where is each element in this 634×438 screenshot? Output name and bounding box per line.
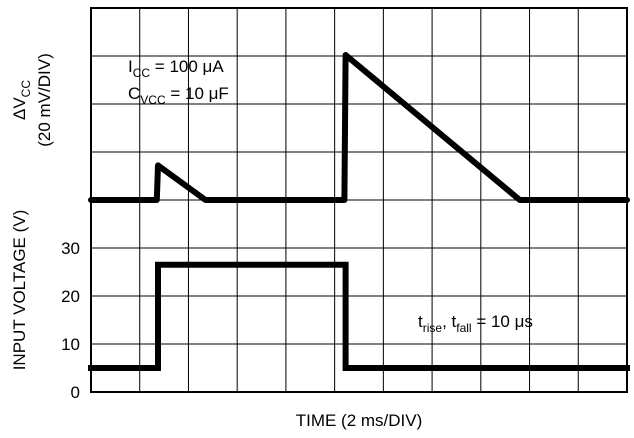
y-tick-label: 20: [61, 287, 80, 306]
y-tick-label: 10: [61, 335, 80, 354]
x-axis-label: TIME (2 ms/DIV): [296, 411, 423, 430]
input-voltage-trace: [88, 261, 630, 371]
delta-vcc-trace: [88, 52, 630, 203]
icc-annotation: ICC = 100 μA: [128, 57, 224, 80]
rise-fall-annotation: trise, tfall = 10 μs: [418, 312, 533, 335]
bottom-ylabel: INPUT VOLTAGE (V): [10, 210, 29, 371]
cvcc-annotation: CVCC = 10 μF: [128, 84, 229, 107]
y-tick-label: 0: [71, 383, 80, 402]
top-ylabel: ΔVCC: [10, 80, 33, 120]
bottom-y-ticks: 0 10 20 30: [61, 239, 80, 402]
y-tick-label: 30: [61, 239, 80, 258]
top-ylabel-units: (20 mV/DIV): [35, 53, 54, 147]
